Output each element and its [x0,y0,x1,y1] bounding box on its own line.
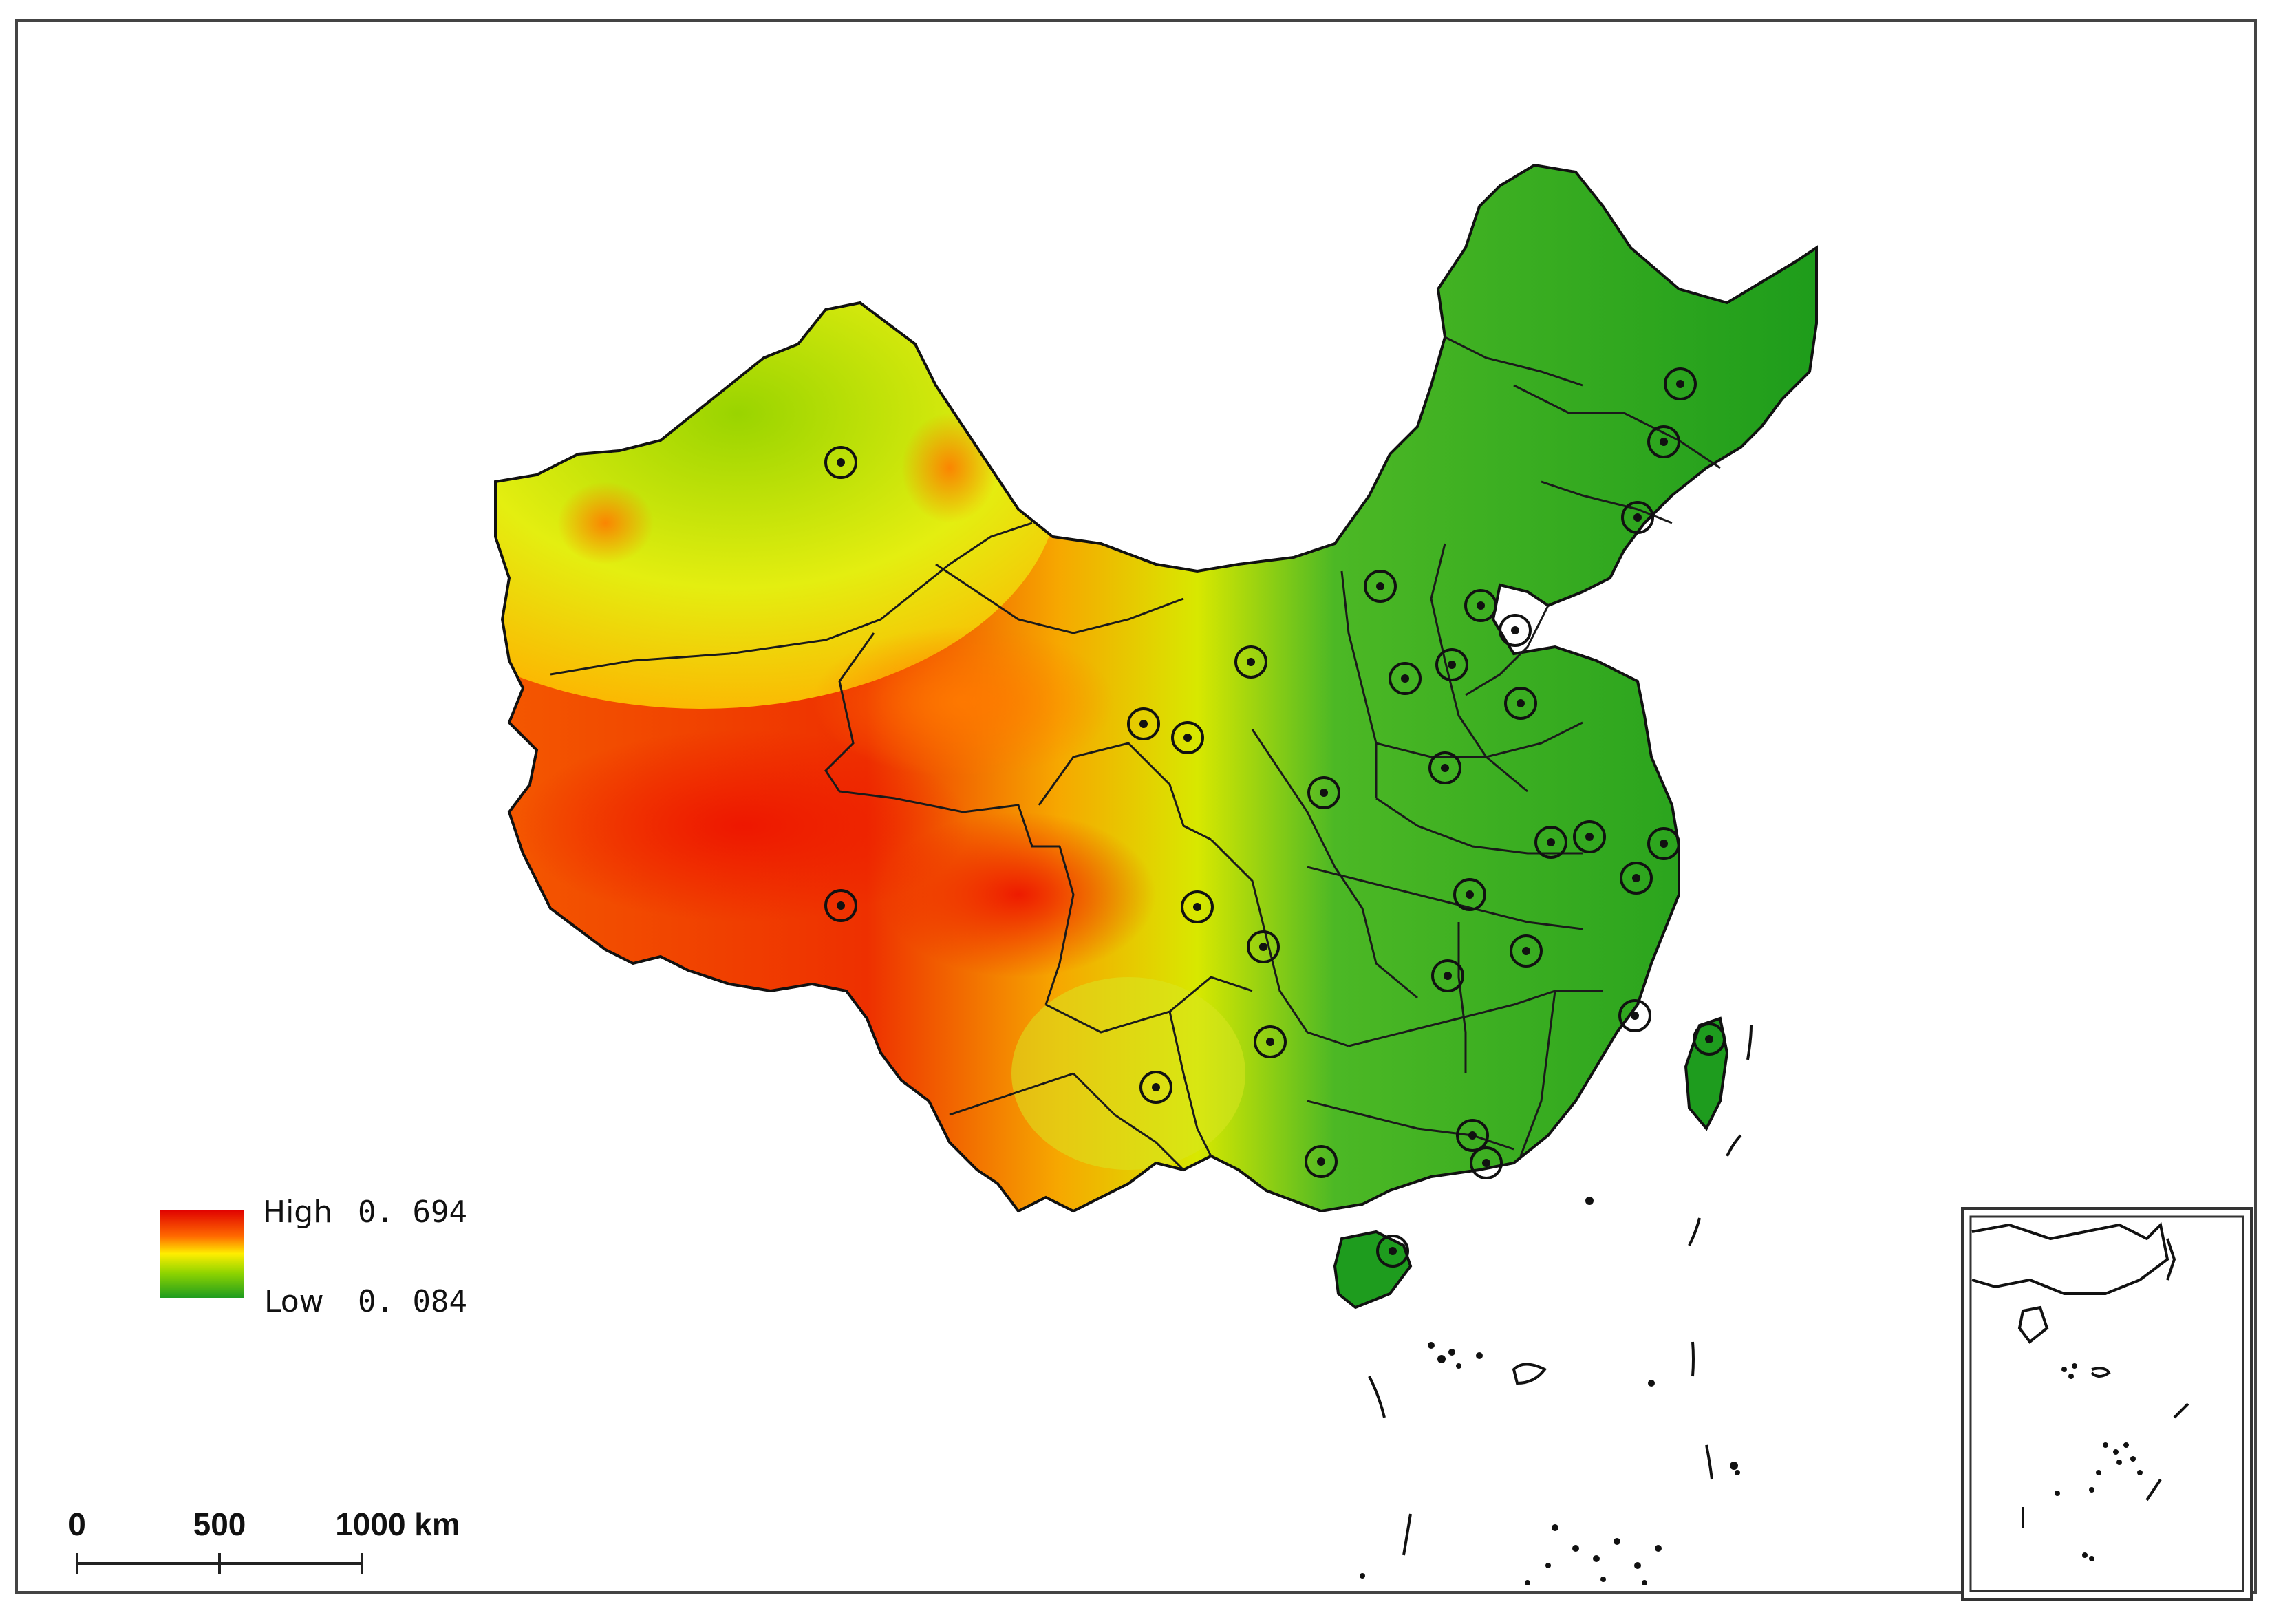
legend-high-value: 0. 694 [358,1195,467,1230]
city-marker [1428,751,1461,784]
taiwan-island [1684,1016,1729,1131]
interpolated-surface [495,165,1816,1211]
legend-color-bar [160,1210,244,1298]
city-marker [1181,890,1214,923]
city-marker [824,446,857,479]
city-marker [1456,1119,1489,1152]
city-marker [1234,645,1267,679]
scale-label-0: 0 [68,1506,86,1542]
city-marker [1364,570,1397,603]
city-marker [1127,707,1160,740]
city-marker [1464,589,1497,622]
scale-label-500: 500 [193,1506,246,1542]
legend-low-value: 0. 084 [358,1284,467,1319]
city-marker [1693,1023,1726,1056]
city-marker [1247,930,1280,963]
city-marker [1305,1145,1338,1178]
island-dots [1360,1197,1740,1585]
legend-low-label: Low [264,1284,324,1319]
city-marker [1139,1071,1172,1104]
city-marker [1307,776,1340,809]
city-marker [1647,425,1680,458]
city-marker [1647,827,1680,860]
city-marker [1621,501,1654,534]
city-markers [824,367,1726,1268]
scale-bar [76,1553,363,1574]
legend-high-label: High [263,1195,333,1230]
city-marker [1389,662,1422,695]
city-marker [1620,862,1653,895]
inset-map [1961,1207,2253,1601]
city-marker [1431,959,1464,992]
city-marker [1470,1146,1503,1179]
city-marker [1499,614,1532,647]
city-marker [824,889,857,922]
city-marker [1664,367,1697,400]
scale-label-1000: 1000 km [335,1506,460,1542]
city-marker [1618,999,1651,1032]
city-marker [1504,687,1537,720]
south-china-sea-islands [1368,1025,1753,1556]
city-marker [1171,721,1204,754]
city-marker [1254,1025,1287,1058]
city-marker [1510,934,1543,968]
hainan-island [1333,1230,1413,1310]
city-marker [1573,820,1606,853]
city-marker [1376,1235,1409,1268]
city-marker [1435,648,1468,681]
city-marker [1453,878,1486,911]
city-marker [1534,826,1567,859]
province-boundaries [550,336,1721,1171]
